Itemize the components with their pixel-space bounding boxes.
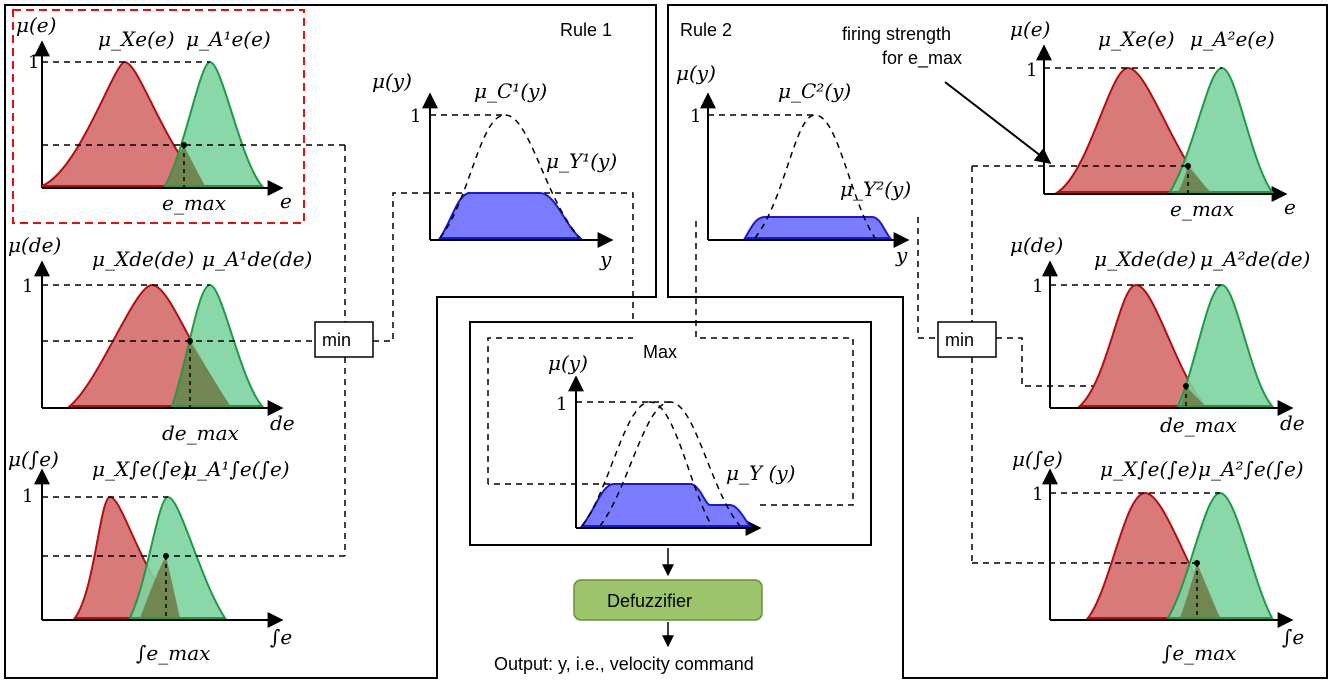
rule1-de-panel: 1 μ(de) μ_Xde(de) μ_A¹de(de) de_max de [8, 233, 315, 445]
rule2-title: Rule 2 [680, 20, 732, 40]
mu-y-label: μ_Y (y) [726, 461, 795, 485]
max-label: ∫e_max [1162, 641, 1236, 665]
rule1-ie-panel: 1 μ(∫e) μ_X∫e(∫e) μ_A¹∫e(∫e) ∫e_max ∫e [8, 447, 345, 665]
svg-text:1: 1 [22, 486, 33, 507]
axis-label: de [270, 411, 295, 435]
mu-c-label: μ_C²(y) [778, 79, 851, 103]
max-label: ∫e_max [136, 641, 210, 665]
mu-a-label: μ_A¹de(de) [202, 247, 312, 271]
mu-c-label: μ_C¹(y) [474, 79, 547, 103]
mu-axis-label: μ(de) [1010, 233, 1063, 257]
svg-text:1: 1 [410, 106, 421, 127]
highlight-box [12, 9, 305, 224]
axis-label: e [1284, 195, 1296, 219]
axis-label: ∫e [270, 625, 292, 649]
max-label: e_max [1170, 197, 1234, 221]
mu-a-label: μ_A¹∫e(∫e) [184, 457, 290, 481]
mu-a-label: μ_A²e(e) [1190, 27, 1275, 51]
mu-y-label: μ_Y¹(y) [546, 149, 617, 173]
mu-axis-label: μ(de) [8, 233, 61, 257]
rule2-min-label: min [945, 330, 974, 350]
mu-axis-label: μ(e) [16, 13, 56, 37]
mu-a-label: μ_A¹e(e) [186, 27, 271, 51]
max-label: de_max [162, 421, 239, 445]
axis-label: y [599, 247, 612, 271]
rule1-title: Rule 1 [560, 20, 612, 40]
overlap [165, 146, 205, 186]
mu-x-label: μ_Xe(e) [98, 27, 175, 51]
firing-strength-line1: firing strength [842, 24, 951, 44]
mu-x-label: μ_Xe(e) [1098, 27, 1175, 51]
rule1-consequent-panel: 1 μ(y) μ_C¹(y) μ_Y¹(y) y [372, 69, 617, 271]
rule2-de-panel: 1 μ(de) μ_Xde(de) μ_A²de(de) de_max de [1010, 233, 1310, 437]
mu-axis-label: μ(y) [372, 69, 412, 93]
axis-label: y [895, 243, 908, 267]
svg-text:1: 1 [22, 276, 33, 297]
rule2-consequent-panel: 1 μ(y) μ_C²(y) μ_Y²(y) y [676, 61, 911, 267]
mu-y-label: μ_Y²(y) [840, 177, 911, 201]
mu-a-label: μ_A²de(de) [1200, 247, 1310, 271]
mu-x-label: μ_X∫e(∫e) [92, 457, 189, 481]
svg-text:1: 1 [1032, 484, 1043, 505]
output-text: Output: y, i.e., velocity command [494, 654, 754, 674]
max-box [469, 321, 872, 546]
aggregate-panel: Max 1 μ(y) μ_Y (y) [487, 217, 854, 536]
max-label: e_max [162, 191, 226, 215]
svg-text:1: 1 [690, 106, 701, 127]
rule1-min-label: min [322, 330, 351, 350]
rule1-e-panel: 1 μ(e) μ_Xe(e) μ_A¹e(e) e_max e [16, 13, 345, 215]
mu-axis-label: μ(∫e) [1012, 447, 1063, 471]
mu-x-label: μ_X∫e(∫e) [1100, 457, 1197, 481]
firing-strength-line2: for e_max [882, 48, 962, 69]
svg-text:1: 1 [1032, 276, 1043, 297]
rule2-ie-panel: 1 μ(∫e) μ_X∫e(∫e) μ_A²∫e(∫e) ∫e_max ∫e [972, 447, 1304, 665]
max-label: de_max [1160, 413, 1237, 437]
mu-axis-label: μ(∫e) [8, 447, 59, 471]
mu-x-label: μ_Xde(de) [1094, 247, 1196, 271]
mu-x-label: μ_Xde(de) [92, 247, 194, 271]
axis-label: de [1280, 411, 1305, 435]
max-label: Max [643, 342, 677, 362]
firing-strength-arrow [944, 81, 1052, 164]
rule2-min-box [937, 321, 997, 358]
rule2-frame [667, 4, 1328, 679]
mu-axis-label: μ(e) [1010, 17, 1050, 41]
rule1-min-box [314, 321, 374, 358]
tick-one: 1 [28, 52, 39, 73]
defuzzifier-box [573, 579, 763, 621]
mu-axis-label: μ(y) [676, 61, 716, 85]
rule2-e-panel: 1 μ(e) μ_Xe(e) μ_A²e(e) e_max e [972, 17, 1296, 221]
axis-label: e [280, 189, 292, 213]
svg-text:1: 1 [1026, 60, 1037, 81]
axis-label: ∫e [1282, 625, 1304, 649]
mu-axis-label: μ(y) [548, 351, 588, 375]
green-curve [163, 60, 265, 187]
rule1-frame [4, 4, 657, 679]
mu-a-label: μ_A²∫e(∫e) [1198, 457, 1304, 481]
defuzzifier-label: Defuzzifier [607, 591, 692, 611]
svg-text:1: 1 [556, 394, 567, 415]
